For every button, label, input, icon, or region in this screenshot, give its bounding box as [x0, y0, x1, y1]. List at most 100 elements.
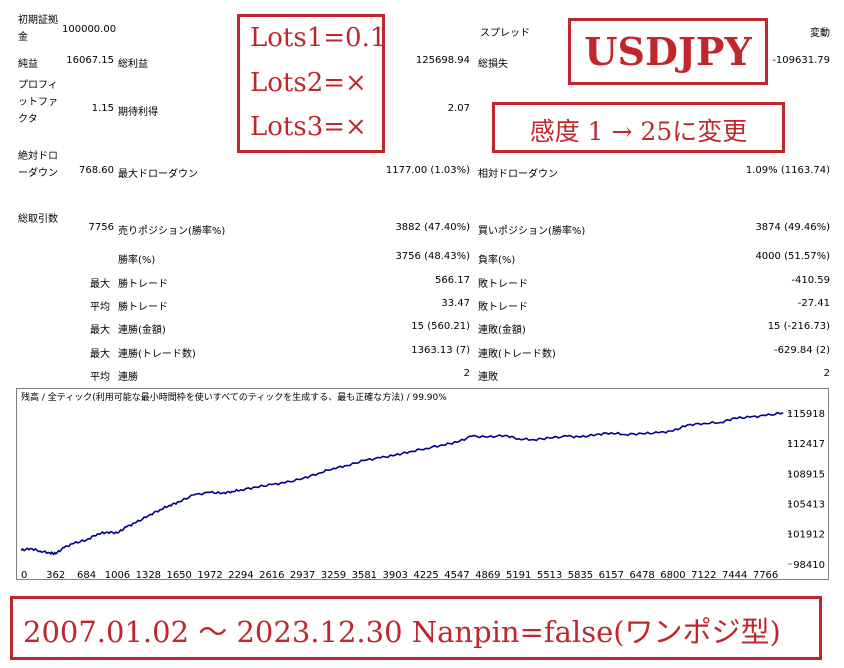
period-annotation: 2007.01.02 ～ 2023.12.30 Nanpin=false(ワンポ… — [10, 596, 822, 660]
x-tick-label: 2294 — [228, 570, 253, 580]
x-tick-label: 2616 — [259, 570, 284, 580]
long-positions-value: 3874 (49.46%) — [755, 222, 830, 233]
lots3-text: Lots3=× — [250, 112, 367, 142]
sensitivity-text: 感度 1 → 25に変更 — [529, 117, 748, 146]
max-consec-wins-money-label: 連勝(金額) — [118, 325, 166, 336]
profit-factor-label: プロフィットファクタ — [18, 80, 58, 125]
x-tick-label: 4225 — [413, 570, 438, 580]
x-tick-label: 6800 — [660, 570, 685, 580]
x-tick-label: 6157 — [599, 570, 624, 580]
gross-profit-value: 125698.94 — [415, 55, 470, 66]
max-consec-wins-money-value: 15 (560.21) — [411, 321, 470, 332]
loss-rate-value: 4000 (51.57%) — [755, 251, 830, 262]
largest-profit-label: 勝トレード — [118, 279, 168, 290]
loss-rate-label: 負率(%) — [478, 255, 516, 266]
chart-frame — [16, 388, 829, 580]
max-consec-losses-trades-value: -629.84 (2) — [774, 345, 830, 356]
maximal-drawdown-label: 最大ドローダウン — [118, 169, 198, 180]
maximal-drawdown-value: 1177.00 (1.03%) — [385, 165, 470, 176]
x-tick-label: 362 — [46, 570, 65, 580]
avg-consec-wins-value: 2 — [463, 368, 470, 379]
absolute-drawdown-value: 768.60 — [79, 165, 114, 176]
y-tick-label: 105413 — [787, 500, 825, 511]
max-consec-wins-trades-label: 連勝(トレード数) — [118, 349, 196, 360]
y-tick-label: 98410 — [793, 560, 825, 571]
relative-drawdown-value: 1.09% (1163.74) — [745, 165, 830, 176]
x-tick-label: 6478 — [629, 570, 654, 580]
lots1-text: Lots1=0.1 — [250, 23, 387, 53]
sensitivity-annotation: 感度 1 → 25に変更 — [492, 102, 785, 153]
expected-payoff-value: 2.07 — [447, 103, 470, 114]
chart-title: 残高 / 全ティック(利用可能な最小時間枠を使いすべてのティックを生成する、最も… — [21, 391, 447, 403]
max-consec-wins-trades-value: 1363.13 (7) — [411, 345, 470, 356]
x-tick-label: 5191 — [506, 570, 531, 580]
net-profit-label: 純益 — [18, 59, 38, 70]
largest-prefix: 最大 — [90, 279, 110, 290]
absolute-drawdown-label: 絶対ドローダウン — [18, 151, 58, 179]
x-tick-label: 5835 — [568, 570, 593, 580]
balance-series-line — [20, 411, 784, 556]
largest-loss-value: -410.59 — [791, 275, 830, 286]
total-trades-label: 総取引数 — [18, 214, 58, 225]
x-tick-label: 684 — [77, 570, 96, 580]
x-tick-label: 1650 — [166, 570, 191, 580]
spread-label: スプレッド — [480, 28, 530, 39]
x-tick-label: 1328 — [136, 570, 161, 580]
initial-deposit-label: 初期証拠金 — [18, 15, 58, 43]
x-tick-label: 7444 — [722, 570, 747, 580]
max-consec-losses-trades-label: 連敗(トレード数) — [478, 349, 556, 360]
x-tick-label: 7766 — [753, 570, 778, 580]
avg-consec-losses-label: 連敗 — [478, 372, 498, 383]
max-consec-losses-money-label: 連敗(金額) — [478, 325, 526, 336]
symbol-annotation: USDJPY — [568, 18, 768, 85]
largest-loss-label: 敗トレード — [478, 279, 528, 290]
lots-annotation: Lots1=0.1 Lots2=× Lots3=× — [237, 14, 387, 153]
period-text: 2007.01.02 ～ 2023.12.30 Nanpin=false(ワンポ… — [23, 615, 781, 649]
expected-payoff-label: 期待利得 — [118, 107, 158, 118]
gross-loss-label: 総損失 — [478, 59, 508, 70]
relative-drawdown-label: 相対ドローダウン — [478, 169, 558, 180]
lots2-text: Lots2=× — [250, 68, 367, 98]
x-tick-label: 7122 — [691, 570, 716, 580]
average-loss-value: -27.41 — [797, 298, 830, 309]
x-tick-label: 3581 — [352, 570, 377, 580]
average-loss-label: 敗トレード — [478, 302, 528, 313]
average-profit-label: 勝トレード — [118, 302, 168, 313]
x-tick-label: 4869 — [475, 570, 500, 580]
y-tick-label: 112417 — [787, 439, 825, 450]
average-profit-value: 33.47 — [441, 298, 470, 309]
x-tick-label: 1972 — [197, 570, 222, 580]
largest-profit-value: 566.17 — [435, 275, 470, 286]
average-prefix: 平均 — [90, 302, 110, 313]
total-trades-value: 7756 — [88, 222, 114, 233]
max-consec-money-prefix: 最大 — [90, 325, 110, 336]
avg-consec-prefix: 平均 — [90, 372, 110, 383]
net-profit-value: 16067.15 — [66, 55, 114, 66]
y-tick-label: 108915 — [787, 469, 825, 480]
short-positions-label: 売りポジション(勝率%) — [118, 226, 226, 237]
y-tick-label: 115918 — [787, 409, 825, 420]
spread-value: 変動 — [810, 28, 830, 39]
long-positions-label: 買いポジション(勝率%) — [478, 226, 586, 237]
avg-consec-wins-label: 連勝 — [118, 372, 138, 383]
x-tick-label: 5513 — [537, 570, 562, 580]
x-tick-label: 3259 — [321, 570, 346, 580]
x-tick-label: 0 — [21, 570, 27, 580]
win-rate-value: 3756 (48.43%) — [395, 251, 470, 262]
symbol-text: USDJPY — [584, 29, 752, 74]
gross-profit-label: 総利益 — [118, 59, 148, 70]
max-consec-trades-prefix: 最大 — [90, 349, 110, 360]
x-tick-label: 1006 — [105, 570, 130, 580]
initial-deposit-value: 100000.00 — [62, 24, 117, 35]
avg-consec-losses-value: 2 — [823, 368, 830, 379]
x-tick-label: 3903 — [382, 570, 407, 580]
short-positions-value: 3882 (47.40%) — [395, 222, 470, 233]
profit-factor-value: 1.15 — [91, 103, 114, 114]
gross-loss-value: -109631.79 — [772, 55, 830, 66]
balance-chart: 残高 / 全ティック(利用可能な最小時間枠を使いすべてのティックを生成する、最も… — [16, 388, 829, 580]
x-tick-label: 2937 — [290, 570, 315, 580]
win-rate-label: 勝率(%) — [118, 255, 156, 266]
y-tick-label: 101912 — [787, 530, 825, 541]
x-tick-label: 4547 — [444, 570, 469, 580]
max-consec-losses-money-value: 15 (-216.73) — [767, 321, 830, 332]
